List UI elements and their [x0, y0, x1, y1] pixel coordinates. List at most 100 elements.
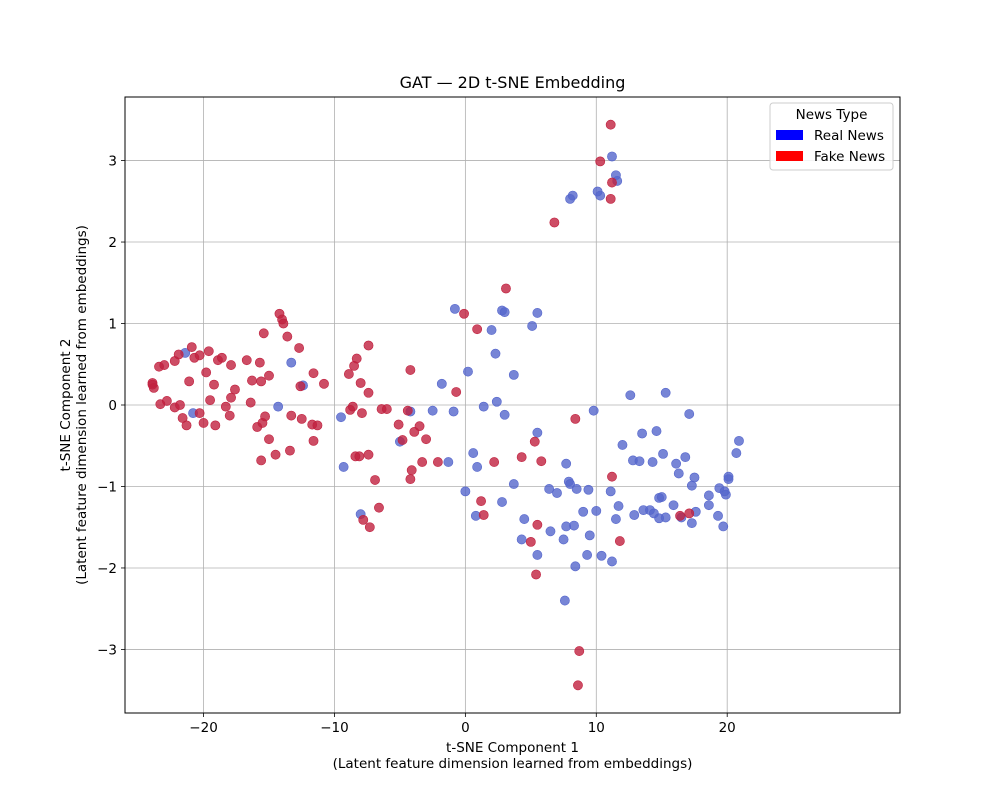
fake-news-point	[607, 471, 617, 482]
real-news-point	[545, 526, 556, 537]
fake-news-point	[161, 396, 172, 406]
fake-news-point	[607, 177, 617, 188]
y-tick-label: 2	[108, 235, 117, 251]
real-news-point	[611, 514, 621, 524]
fake-news-point	[532, 519, 543, 530]
real-news-point	[567, 190, 578, 201]
fake-news-point	[220, 401, 231, 412]
fake-news-point	[294, 343, 305, 353]
real-news-point	[723, 471, 734, 482]
fake-news-point	[175, 400, 185, 410]
real-news-point	[647, 457, 658, 467]
real-news-point	[588, 405, 599, 416]
real-news-point	[718, 521, 729, 532]
real-news-point	[508, 369, 519, 380]
fake-news-point	[355, 378, 366, 388]
fake-news-point	[684, 508, 695, 519]
real-news-point	[660, 387, 671, 398]
legend-swatch-fake-news	[776, 151, 803, 161]
fake-news-point	[312, 420, 323, 431]
real-news-point	[651, 426, 662, 436]
fake-news-point	[147, 378, 158, 388]
fake-news-point	[402, 405, 413, 416]
y-tick-label: 1	[108, 317, 117, 333]
real-news-point	[436, 378, 447, 389]
fake-news-point	[595, 156, 606, 167]
fake-news-point	[270, 449, 281, 460]
fake-news-point	[308, 435, 319, 446]
fake-news-point	[194, 408, 205, 419]
fake-news-point	[319, 378, 329, 389]
fake-news-point	[406, 465, 417, 476]
fake-news-point	[536, 456, 547, 467]
y-tick-label: −1	[97, 479, 117, 495]
fake-news-point	[210, 420, 221, 431]
real-news-point	[658, 448, 668, 459]
real-news-point	[634, 456, 645, 467]
real-news-point	[596, 550, 607, 561]
fake-news-point	[529, 436, 540, 447]
real-news-point	[591, 506, 602, 516]
fake-news-point	[308, 368, 319, 379]
fake-news-point	[393, 419, 404, 430]
fake-news-point	[525, 536, 536, 547]
x-tick-label: 0	[461, 720, 470, 736]
y-axis-ticks: −3 −2 −1 0 1 2 3	[97, 154, 125, 658]
fake-news-point	[186, 342, 197, 353]
legend-title: News Type	[796, 107, 868, 123]
fake-news-point	[374, 502, 384, 513]
fake-news-point	[343, 369, 354, 379]
real-news-point	[689, 472, 700, 483]
fake-news-point	[489, 457, 500, 467]
fake-news-point	[216, 352, 227, 363]
real-news-point	[449, 303, 460, 314]
fake-news-point	[405, 474, 416, 485]
fake-news-point	[285, 445, 295, 456]
real-news-point	[565, 479, 576, 489]
real-news-point	[532, 550, 543, 560]
real-news-point	[731, 448, 742, 458]
fake-news-point	[432, 457, 443, 467]
x-tick-label: 10	[588, 720, 605, 736]
real-news-point	[558, 534, 569, 545]
real-news-point	[703, 490, 714, 501]
real-news-point	[569, 520, 579, 531]
real-news-point	[486, 325, 497, 335]
real-news-point	[427, 405, 438, 416]
real-news-point	[680, 452, 691, 463]
fake-news-point	[205, 395, 215, 406]
fake-news-point	[264, 434, 274, 445]
fake-news-point	[472, 324, 483, 335]
real-news-point	[448, 406, 459, 417]
fake-news-point	[370, 475, 380, 485]
fake-news-point	[476, 496, 486, 507]
real-news-point	[478, 401, 489, 412]
fake-news-point	[256, 455, 267, 466]
fake-news-point	[201, 367, 212, 378]
fake-news-point	[194, 350, 205, 361]
fake-news-point	[226, 360, 236, 370]
fake-news-point	[278, 318, 289, 329]
real-news-point	[607, 151, 617, 162]
y-tick-label: −3	[97, 642, 117, 658]
real-news-point	[516, 534, 527, 545]
y-tick-label: 3	[108, 154, 117, 170]
real-news-point	[519, 514, 530, 524]
fake-news-point	[414, 421, 425, 432]
real-news-point	[273, 401, 284, 412]
real-news-point	[499, 307, 510, 318]
fake-news-point	[459, 308, 469, 319]
fake-news-point	[516, 452, 527, 463]
fake-news-point	[230, 384, 240, 395]
real-news-point	[286, 357, 297, 368]
real-news-point	[613, 501, 624, 511]
real-news-point	[472, 462, 483, 472]
real-news-point	[490, 348, 501, 359]
fake-news-point	[198, 418, 209, 428]
y-tick-label: 0	[108, 398, 117, 414]
fake-news-point	[296, 413, 307, 424]
fake-news-point	[357, 408, 367, 419]
fake-news-point	[264, 370, 274, 381]
legend-swatch-real-news	[776, 130, 803, 140]
